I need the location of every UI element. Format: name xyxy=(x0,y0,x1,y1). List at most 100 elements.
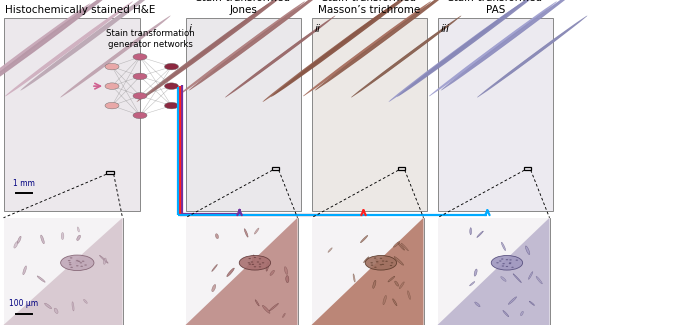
Circle shape xyxy=(164,63,178,70)
Ellipse shape xyxy=(528,272,533,279)
Circle shape xyxy=(133,112,147,119)
Ellipse shape xyxy=(393,241,400,247)
Circle shape xyxy=(374,267,377,268)
Circle shape xyxy=(70,267,73,268)
Ellipse shape xyxy=(61,232,64,240)
Circle shape xyxy=(133,93,147,99)
Ellipse shape xyxy=(398,242,405,250)
Circle shape xyxy=(390,265,392,266)
Bar xyxy=(438,18,553,211)
Ellipse shape xyxy=(270,303,279,311)
Ellipse shape xyxy=(54,308,58,314)
Ellipse shape xyxy=(45,303,52,309)
Ellipse shape xyxy=(212,284,216,292)
Circle shape xyxy=(251,261,253,263)
Ellipse shape xyxy=(18,236,21,243)
Ellipse shape xyxy=(254,228,259,234)
Bar xyxy=(312,218,424,325)
Ellipse shape xyxy=(401,243,408,251)
Ellipse shape xyxy=(513,274,522,282)
Circle shape xyxy=(505,259,508,260)
Ellipse shape xyxy=(262,4,395,102)
Circle shape xyxy=(391,262,393,263)
Circle shape xyxy=(516,260,518,261)
Ellipse shape xyxy=(283,313,286,318)
Ellipse shape xyxy=(284,267,288,274)
Circle shape xyxy=(105,63,119,70)
Circle shape xyxy=(164,83,178,89)
Text: ii: ii xyxy=(315,24,321,34)
Ellipse shape xyxy=(441,0,584,91)
Circle shape xyxy=(133,73,147,80)
Ellipse shape xyxy=(389,4,521,102)
Ellipse shape xyxy=(394,256,404,265)
Ellipse shape xyxy=(477,231,483,238)
Text: Histochemically stained H&E: Histochemically stained H&E xyxy=(5,5,155,15)
Circle shape xyxy=(257,261,259,263)
Text: Stain-transformed
PAS: Stain-transformed PAS xyxy=(448,0,542,15)
Circle shape xyxy=(248,262,250,263)
Circle shape xyxy=(68,260,71,261)
Ellipse shape xyxy=(363,257,369,263)
Circle shape xyxy=(379,264,382,265)
Ellipse shape xyxy=(225,16,335,98)
Ellipse shape xyxy=(376,259,379,264)
Ellipse shape xyxy=(211,265,218,271)
Circle shape xyxy=(253,266,256,267)
Circle shape xyxy=(379,258,382,259)
Circle shape xyxy=(133,54,147,60)
Ellipse shape xyxy=(83,299,88,303)
Circle shape xyxy=(82,261,85,262)
Ellipse shape xyxy=(41,235,44,244)
Circle shape xyxy=(385,261,388,262)
Ellipse shape xyxy=(244,229,248,237)
Bar xyxy=(106,171,113,174)
Ellipse shape xyxy=(353,274,355,282)
Ellipse shape xyxy=(303,1,431,97)
Ellipse shape xyxy=(270,270,274,276)
Ellipse shape xyxy=(20,0,164,91)
Circle shape xyxy=(69,264,71,265)
Circle shape xyxy=(105,83,119,89)
Ellipse shape xyxy=(60,16,171,98)
Text: Stain-transformed
Jones: Stain-transformed Jones xyxy=(196,0,290,15)
Circle shape xyxy=(80,266,83,267)
Circle shape xyxy=(248,258,251,259)
Circle shape xyxy=(509,262,512,263)
Ellipse shape xyxy=(5,1,133,97)
Ellipse shape xyxy=(503,310,509,317)
Text: Stain transformation
generator networks: Stain transformation generator networks xyxy=(106,29,195,49)
Ellipse shape xyxy=(37,276,46,282)
Ellipse shape xyxy=(500,277,506,281)
Circle shape xyxy=(503,263,505,264)
Circle shape xyxy=(370,262,373,263)
Circle shape xyxy=(499,260,502,262)
Ellipse shape xyxy=(72,302,74,311)
Ellipse shape xyxy=(407,291,410,299)
Circle shape xyxy=(76,265,78,266)
Circle shape xyxy=(76,260,78,261)
Circle shape xyxy=(501,258,503,260)
Ellipse shape xyxy=(104,258,106,264)
Ellipse shape xyxy=(227,268,235,277)
Text: Stain-transformed
Masson’s trichrome: Stain-transformed Masson’s trichrome xyxy=(318,0,421,15)
Bar xyxy=(312,18,427,211)
Ellipse shape xyxy=(372,280,376,288)
Ellipse shape xyxy=(393,299,397,306)
Circle shape xyxy=(371,265,373,266)
Ellipse shape xyxy=(474,269,477,276)
Ellipse shape xyxy=(360,235,368,243)
Circle shape xyxy=(376,261,379,262)
Ellipse shape xyxy=(383,295,386,305)
Circle shape xyxy=(164,102,178,109)
Ellipse shape xyxy=(23,266,27,275)
Circle shape xyxy=(382,260,384,262)
Bar xyxy=(272,167,279,170)
Ellipse shape xyxy=(252,255,254,264)
Ellipse shape xyxy=(0,0,120,97)
Circle shape xyxy=(262,262,265,263)
Circle shape xyxy=(496,262,499,263)
Bar xyxy=(438,218,550,325)
Circle shape xyxy=(374,257,377,259)
Circle shape xyxy=(505,266,508,267)
